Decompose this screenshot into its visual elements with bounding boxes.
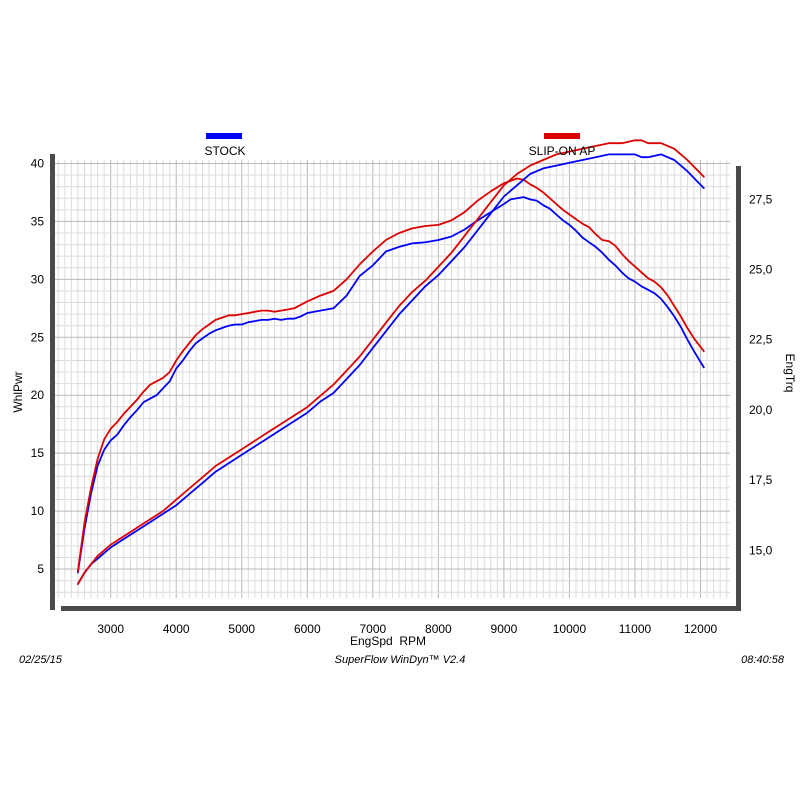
footer-time: 08:40:58 <box>741 654 784 666</box>
y-right-tick-label: 17,5 <box>749 473 773 487</box>
y-left-tick-label: 20 <box>31 388 45 402</box>
x-tick-label: 8000 <box>425 622 452 636</box>
x-tick-label: 12000 <box>684 622 718 636</box>
y-left-tick-label: 40 <box>31 156 45 170</box>
series-line-slip-on-ap-whlpwr <box>77 177 705 573</box>
y-right-tick-label: 22,5 <box>749 333 773 347</box>
bottom-axis-bar <box>61 606 741 611</box>
legend-swatch-stock <box>206 133 242 139</box>
x-tick-label: 11000 <box>619 622 652 636</box>
x-tick-label: 5000 <box>228 622 255 636</box>
y-left-tick-label: 15 <box>31 446 45 460</box>
right-axis-bar <box>736 166 741 610</box>
series-line-slip-on-ap-engtrq <box>77 139 705 585</box>
x-axis-label: EngSpd RPM <box>350 634 426 648</box>
x-tick-label: 4000 <box>163 622 190 636</box>
y-right-axis-label: EngTrq <box>783 354 797 393</box>
x-tick-label: 10000 <box>553 622 587 636</box>
y-right-tick-label: 27,5 <box>749 192 773 206</box>
y-left-tick-label: 10 <box>31 504 45 518</box>
grid <box>55 160 730 598</box>
series-line-stock-whlpwr <box>77 196 705 574</box>
y-left-tick-label: 5 <box>37 562 44 576</box>
series-layer <box>77 139 705 585</box>
x-tick-label: 9000 <box>491 622 518 636</box>
footer-software: SuperFlow WinDyn™ V2.4 <box>334 654 466 666</box>
legend-label-stock: STOCK <box>204 144 245 158</box>
y-left-tick-label: 35 <box>31 214 45 228</box>
legend-label-slip-on: SLIP-ON AP <box>529 144 596 158</box>
y-right-tick-label: 20,0 <box>749 403 773 417</box>
left-axis-bar <box>50 154 55 610</box>
x-tick-label: 6000 <box>294 622 321 636</box>
x-tick-label: 7000 <box>359 622 386 636</box>
footer-date: 02/25/15 <box>19 654 62 666</box>
y-left-tick-label: 30 <box>31 272 45 286</box>
y-left-tick-label: 25 <box>31 330 45 344</box>
y-left-axis-label: WhlPwr <box>11 371 25 412</box>
legend-swatch-slip-on <box>544 133 580 139</box>
series-line-stock-engtrq <box>77 153 705 585</box>
x-tick-label: 3000 <box>97 622 124 636</box>
ticks: 3000 4000 5000 6000 7000 8000 9000 10000 11000 12… <box>31 156 773 636</box>
y-right-tick-label: 15,0 <box>749 543 773 557</box>
y-right-tick-label: 25,0 <box>749 263 773 277</box>
